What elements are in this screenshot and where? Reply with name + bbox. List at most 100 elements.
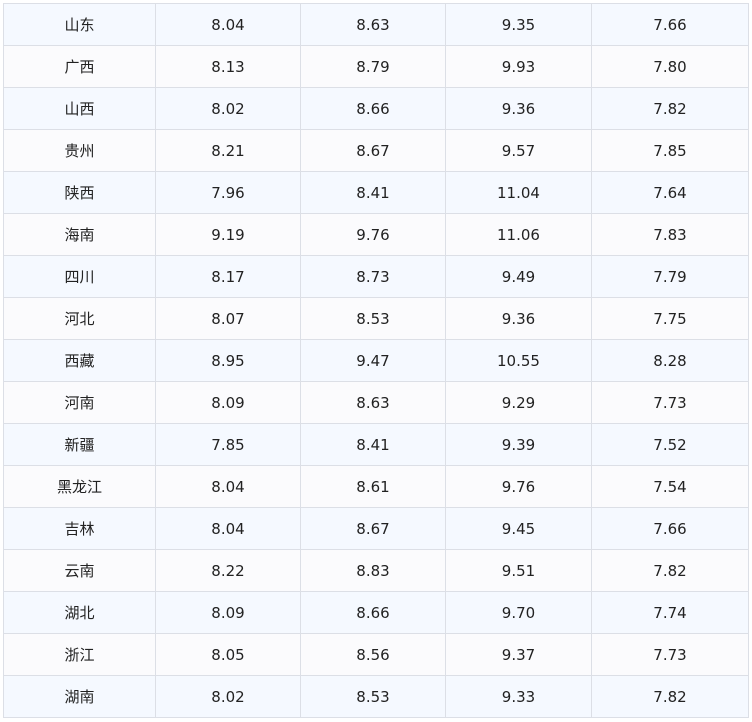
- fuel-price-table: 山东 8.04 8.63 9.35 7.66 广西 8.13 8.79 9.93 7.80 山西 8.…: [3, 3, 749, 718]
- price-cell: 9.39: [445, 423, 592, 466]
- province-cell: 海南: [3, 213, 156, 256]
- price-cell: 9.29: [445, 381, 592, 424]
- price-cell: 9.93: [445, 45, 592, 88]
- province-cell: 四川: [3, 255, 156, 298]
- table-row: 黑龙江 8.04 8.61 9.76 7.54: [3, 465, 749, 508]
- price-cell: 9.19: [155, 213, 301, 256]
- price-cell: 7.96: [155, 171, 301, 214]
- price-cell: 7.80: [591, 45, 749, 88]
- price-cell: 9.49: [445, 255, 592, 298]
- price-cell: 7.82: [591, 549, 749, 592]
- price-cell: 9.76: [445, 465, 592, 508]
- price-cell: 7.54: [591, 465, 749, 508]
- province-cell: 陕西: [3, 171, 156, 214]
- table-row: 吉林 8.04 8.67 9.45 7.66: [3, 507, 749, 550]
- price-cell: 8.21: [155, 129, 301, 172]
- price-cell: 8.04: [155, 3, 301, 46]
- price-cell: 8.53: [300, 297, 446, 340]
- province-cell: 吉林: [3, 507, 156, 550]
- table-row: 四川 8.17 8.73 9.49 7.79: [3, 255, 749, 298]
- price-cell: 8.04: [155, 507, 301, 550]
- table-row: 海南 9.19 9.76 11.06 7.83: [3, 213, 749, 256]
- price-cell: 9.45: [445, 507, 592, 550]
- province-cell: 贵州: [3, 129, 156, 172]
- price-cell: 9.57: [445, 129, 592, 172]
- price-cell: 8.79: [300, 45, 446, 88]
- price-cell: 7.83: [591, 213, 749, 256]
- province-cell: 山西: [3, 87, 156, 130]
- table-row: 山西 8.02 8.66 9.36 7.82: [3, 87, 749, 130]
- price-cell: 8.83: [300, 549, 446, 592]
- table-row: 西藏 8.95 9.47 10.55 8.28: [3, 339, 749, 382]
- table-row: 广西 8.13 8.79 9.93 7.80: [3, 45, 749, 88]
- table-row: 新疆 7.85 8.41 9.39 7.52: [3, 423, 749, 466]
- price-cell: 8.09: [155, 591, 301, 634]
- price-cell: 8.17: [155, 255, 301, 298]
- price-cell: 8.02: [155, 675, 301, 718]
- province-cell: 云南: [3, 549, 156, 592]
- price-cell: 9.76: [300, 213, 446, 256]
- price-cell: 8.63: [300, 381, 446, 424]
- price-cell: 7.66: [591, 507, 749, 550]
- price-cell: 8.66: [300, 591, 446, 634]
- province-cell: 新疆: [3, 423, 156, 466]
- price-cell: 7.66: [591, 3, 749, 46]
- price-cell: 8.66: [300, 87, 446, 130]
- price-cell: 9.36: [445, 87, 592, 130]
- province-cell: 河南: [3, 381, 156, 424]
- price-cell: 7.82: [591, 675, 749, 718]
- price-cell: 7.73: [591, 633, 749, 676]
- price-cell: 8.09: [155, 381, 301, 424]
- price-cell: 8.41: [300, 423, 446, 466]
- price-cell: 8.04: [155, 465, 301, 508]
- price-cell: 8.67: [300, 507, 446, 550]
- province-cell: 广西: [3, 45, 156, 88]
- price-cell: 11.04: [445, 171, 592, 214]
- price-cell: 8.56: [300, 633, 446, 676]
- price-cell: 9.36: [445, 297, 592, 340]
- table-row: 湖南 8.02 8.53 9.33 7.82: [3, 675, 749, 718]
- province-cell: 河北: [3, 297, 156, 340]
- table-row: 山东 8.04 8.63 9.35 7.66: [3, 3, 749, 46]
- province-cell: 西藏: [3, 339, 156, 382]
- province-cell: 黑龙江: [3, 465, 156, 508]
- price-cell: 8.05: [155, 633, 301, 676]
- price-cell: 10.55: [445, 339, 592, 382]
- table-row: 河北 8.07 8.53 9.36 7.75: [3, 297, 749, 340]
- table-row: 浙江 8.05 8.56 9.37 7.73: [3, 633, 749, 676]
- price-cell: 8.63: [300, 3, 446, 46]
- price-cell: 7.75: [591, 297, 749, 340]
- price-cell: 11.06: [445, 213, 592, 256]
- price-cell: 8.02: [155, 87, 301, 130]
- price-cell: 8.13: [155, 45, 301, 88]
- price-cell: 8.67: [300, 129, 446, 172]
- price-cell: 9.47: [300, 339, 446, 382]
- price-cell: 7.64: [591, 171, 749, 214]
- table-row: 陕西 7.96 8.41 11.04 7.64: [3, 171, 749, 214]
- province-cell: 山东: [3, 3, 156, 46]
- price-cell: 8.73: [300, 255, 446, 298]
- province-cell: 浙江: [3, 633, 156, 676]
- price-cell: 8.22: [155, 549, 301, 592]
- province-cell: 湖南: [3, 675, 156, 718]
- price-cell: 9.37: [445, 633, 592, 676]
- price-cell: 8.28: [591, 339, 749, 382]
- price-cell: 7.82: [591, 87, 749, 130]
- price-cell: 8.95: [155, 339, 301, 382]
- table-row: 云南 8.22 8.83 9.51 7.82: [3, 549, 749, 592]
- price-cell: 7.73: [591, 381, 749, 424]
- price-cell: 7.52: [591, 423, 749, 466]
- price-cell: 7.79: [591, 255, 749, 298]
- table-row: 湖北 8.09 8.66 9.70 7.74: [3, 591, 749, 634]
- price-cell: 7.74: [591, 591, 749, 634]
- price-cell: 9.70: [445, 591, 592, 634]
- price-cell: 8.41: [300, 171, 446, 214]
- table-row: 贵州 8.21 8.67 9.57 7.85: [3, 129, 749, 172]
- table-row: 河南 8.09 8.63 9.29 7.73: [3, 381, 749, 424]
- price-cell: 9.51: [445, 549, 592, 592]
- price-cell: 8.07: [155, 297, 301, 340]
- price-cell: 8.61: [300, 465, 446, 508]
- price-cell: 9.33: [445, 675, 592, 718]
- price-cell: 7.85: [155, 423, 301, 466]
- price-cell: 9.35: [445, 3, 592, 46]
